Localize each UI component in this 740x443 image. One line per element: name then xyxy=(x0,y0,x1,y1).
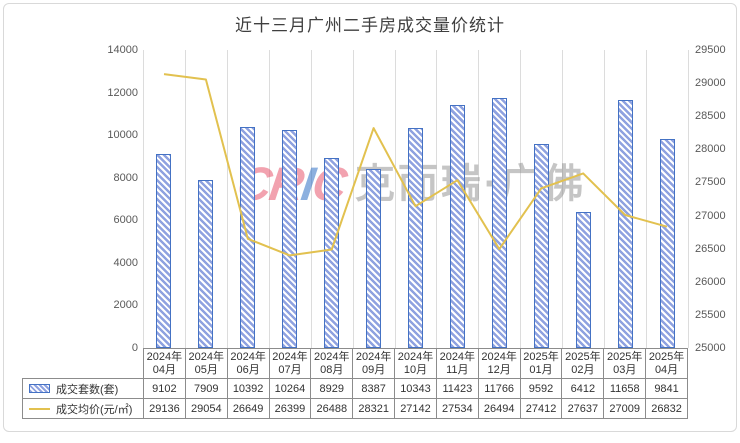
bar-2024年11月 xyxy=(449,104,465,348)
value-cell: 7909 xyxy=(184,378,228,399)
category-header: 2024年 12月 xyxy=(477,348,521,379)
value-cell: 10392 xyxy=(226,378,270,399)
price-line xyxy=(163,73,668,257)
value-cell: 8929 xyxy=(310,378,354,399)
category-header: 2024年 06月 xyxy=(226,348,270,379)
right-axis-tick: 26500 xyxy=(695,242,726,255)
left-axis-tick: 12000 xyxy=(107,86,138,99)
vertical-gridline xyxy=(478,50,480,348)
right-axis-tick: 26000 xyxy=(695,275,726,288)
vertical-gridline xyxy=(310,50,312,348)
vertical-gridline xyxy=(268,50,270,348)
right-axis-tick: 29000 xyxy=(695,77,726,90)
plot-area xyxy=(143,50,689,348)
value-cell: 29136 xyxy=(143,398,186,419)
value-cell: 27637 xyxy=(561,398,605,419)
value-cell: 11658 xyxy=(603,378,647,399)
vertical-gridline xyxy=(562,50,564,348)
table-corner-blank xyxy=(23,349,144,379)
value-cell: 8387 xyxy=(352,378,396,399)
vertical-gridline xyxy=(394,50,396,348)
right-axis-tick: 27000 xyxy=(695,209,726,222)
vertical-gridline xyxy=(646,50,648,348)
value-cell: 26494 xyxy=(477,398,521,419)
right-axis-tick: 25000 xyxy=(695,342,726,354)
category-header: 2024年 05月 xyxy=(184,348,228,379)
category-header: 2024年 10月 xyxy=(394,348,437,379)
category-header: 2025年 04月 xyxy=(645,348,688,379)
vertical-gridline xyxy=(226,50,228,348)
right-axis-tick: 25500 xyxy=(695,308,726,321)
bar-2024年05月 xyxy=(198,179,214,348)
category-header: 2024年 08月 xyxy=(310,348,354,379)
vertical-gridline xyxy=(184,50,186,348)
value-cell: 27142 xyxy=(394,398,437,419)
vertical-gridline xyxy=(436,50,438,348)
bar-2025年04月 xyxy=(659,138,675,348)
chart-data-table: 2024年 04月 2024年 05月 2024年 06月 2024年 07月 2024年 08月… xyxy=(22,348,688,419)
value-cell: 26488 xyxy=(310,398,354,419)
chart-title: 近十三月广州二手房成交量价统计 xyxy=(235,16,505,35)
vertical-gridline xyxy=(352,50,354,348)
value-cell: 26399 xyxy=(268,398,312,419)
legend-line-series: 成交均价(元/㎡) xyxy=(22,398,144,419)
vertical-gridline xyxy=(688,50,689,348)
right-axis-tick: 27500 xyxy=(695,176,726,189)
bar-2025年03月 xyxy=(617,99,633,348)
left-axis-tick: 8000 xyxy=(113,171,138,184)
value-cell: 27009 xyxy=(603,398,647,419)
value-cell: 9102 xyxy=(143,378,186,399)
category-header: 2024年 11月 xyxy=(435,348,479,379)
bar-2024年09月 xyxy=(366,169,382,348)
bar-2024年07月 xyxy=(282,129,298,348)
vertical-gridline xyxy=(520,50,522,348)
value-cell: 10343 xyxy=(394,378,437,399)
data-table: 2024年 04月 2024年 05月 2024年 06月 2024年 07月 2024年 08月… xyxy=(22,348,688,419)
value-cell: 27412 xyxy=(519,398,563,419)
right-axis-tick: 28500 xyxy=(695,110,726,123)
left-axis-tick: 14000 xyxy=(107,44,138,56)
value-cell: 29054 xyxy=(184,398,228,419)
value-cell: 9841 xyxy=(645,378,688,399)
legend-bar-series: 成交套数(套) xyxy=(22,378,144,399)
bar-2024年12月 xyxy=(491,97,507,348)
category-header: 2025年 01月 xyxy=(519,348,563,379)
category-header: 2025年 02月 xyxy=(561,348,605,379)
vertical-gridline xyxy=(604,50,606,348)
category-header: 2024年 07月 xyxy=(268,348,312,379)
value-cell: 26649 xyxy=(226,398,270,419)
value-cell: 28321 xyxy=(352,398,396,419)
value-cell: 11766 xyxy=(477,378,521,399)
value-cell: 6412 xyxy=(561,378,605,399)
series-name: 成交均价(元/㎡) xyxy=(56,403,133,416)
left-axis-tick: 4000 xyxy=(113,256,138,269)
bar-2024年08月 xyxy=(324,157,340,348)
bar-2024年04月 xyxy=(156,154,172,348)
category-header: 2025年 03月 xyxy=(603,348,647,379)
left-axis-tick: 6000 xyxy=(113,214,138,227)
left-axis-tick: 2000 xyxy=(113,299,138,312)
value-cell: 26832 xyxy=(645,398,688,419)
vertical-gridline xyxy=(143,50,144,348)
left-axis-tick: 0 xyxy=(131,342,138,354)
bar-legend-swatch-icon xyxy=(29,384,50,393)
right-axis-tick: 28000 xyxy=(695,143,726,156)
value-cell: 10264 xyxy=(268,378,312,399)
right-axis-tick: 29500 xyxy=(695,44,726,56)
category-header: 2024年 09月 xyxy=(352,348,396,379)
value-cell: 27534 xyxy=(435,398,479,419)
value-cell: 9592 xyxy=(519,378,563,399)
value-cell: 11423 xyxy=(435,378,479,399)
line-legend-swatch-icon xyxy=(29,407,50,410)
bar-2025年02月 xyxy=(575,211,591,348)
bar-2024年10月 xyxy=(408,127,423,348)
series-name: 成交套数(套) xyxy=(56,383,119,396)
category-header: 2024年 04月 xyxy=(143,348,186,379)
left-axis-tick: 10000 xyxy=(107,129,138,142)
